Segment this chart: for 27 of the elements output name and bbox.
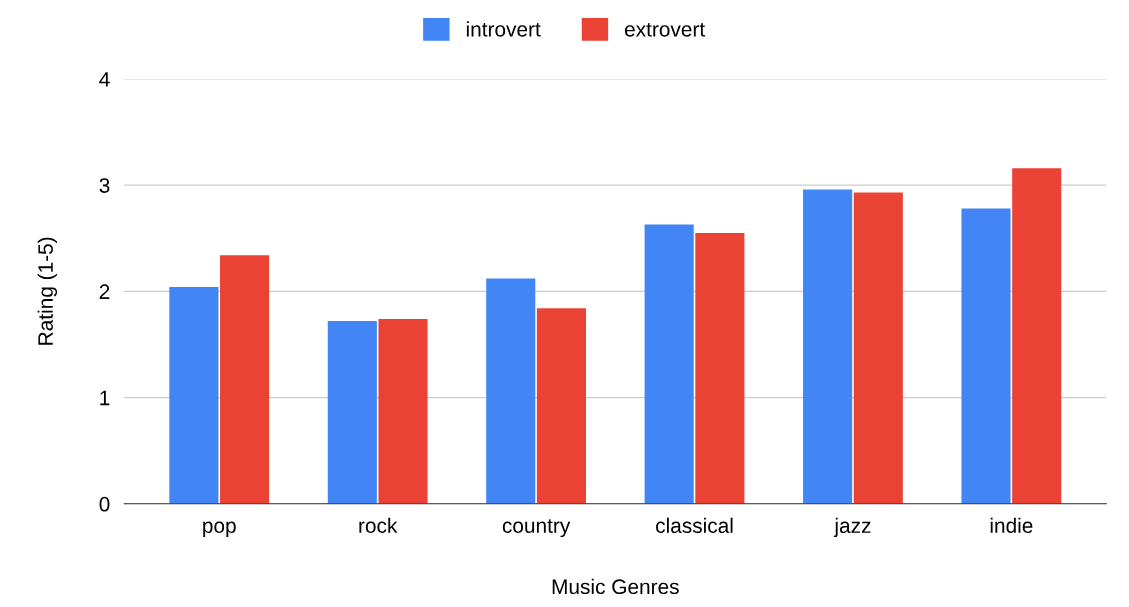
bar	[169, 287, 219, 504]
bar	[536, 308, 586, 504]
y-tick-label: 1	[100, 390, 110, 406]
bar	[853, 192, 903, 504]
x-tick-label: indie	[990, 517, 1033, 533]
bar	[695, 232, 745, 504]
bar	[220, 255, 270, 504]
x-tick-label: jazz	[833, 517, 871, 538]
bar	[803, 189, 853, 504]
bar	[378, 318, 428, 504]
x-tick-label: rock	[359, 517, 398, 533]
bar	[1012, 168, 1062, 504]
y-axis-title: Rating (1-5)	[37, 237, 58, 345]
x-tick-label: country	[502, 519, 571, 538]
x-tick-label: classical	[656, 517, 733, 533]
legend-label: introvert	[466, 21, 541, 37]
bar	[961, 208, 1011, 504]
bar	[644, 224, 694, 504]
bar	[327, 321, 377, 504]
y-tick-label: 4	[99, 72, 110, 87]
x-tick-label: pop	[203, 521, 236, 538]
legend-label: extrovert	[624, 22, 705, 37]
x-axis-title: Music Genres	[552, 578, 679, 595]
y-tick-label: 2	[99, 284, 110, 299]
bar	[486, 278, 536, 504]
y-tick-label: 0	[99, 496, 110, 512]
y-tick-label: 3	[99, 178, 110, 193]
